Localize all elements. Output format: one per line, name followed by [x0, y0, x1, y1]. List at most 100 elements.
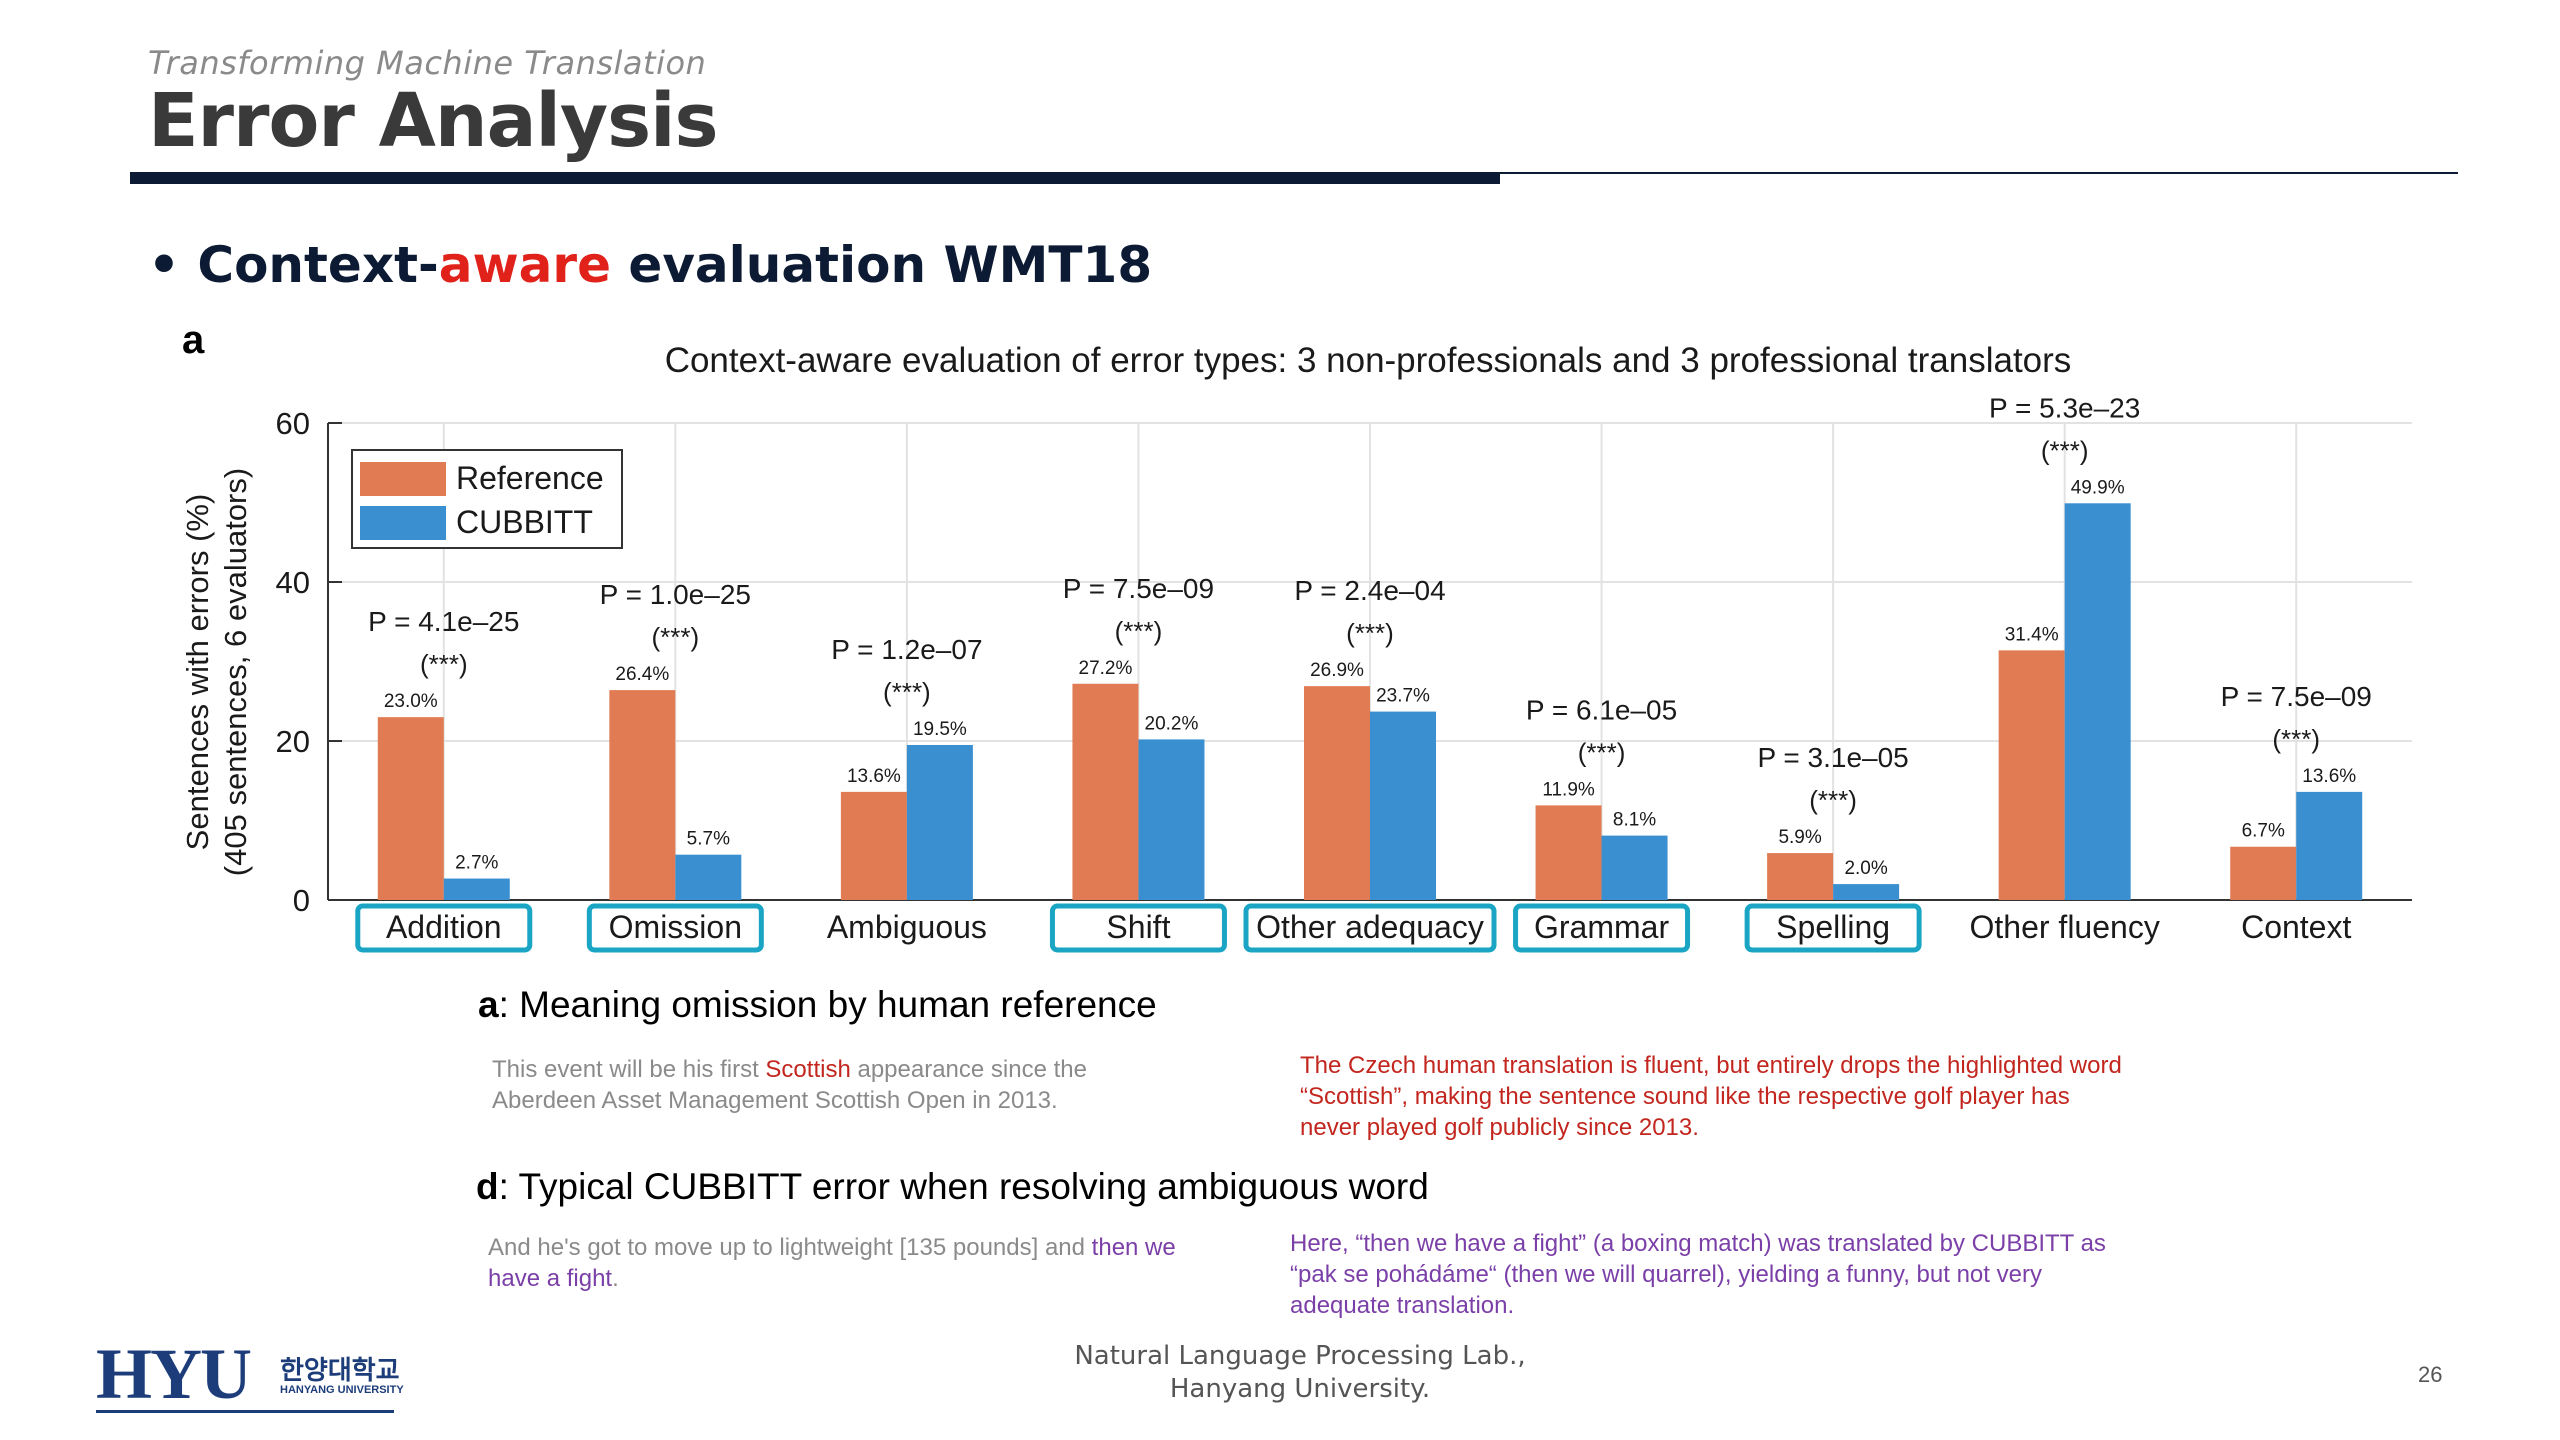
- bullet-heading: • Context-aware evaluation WMT18: [148, 236, 1152, 294]
- data-label-reference-spelling: 5.9%: [1778, 827, 1821, 848]
- data-label-cubbitt-other-fluency: 49.9%: [2071, 477, 2125, 498]
- data-label-cubbitt-spelling: 2.0%: [1844, 858, 1887, 879]
- bullet-text-highlight: aware: [438, 236, 611, 294]
- legend-swatch-cubbitt: [360, 506, 446, 540]
- data-label-reference-shift: 27.2%: [1079, 658, 1133, 679]
- data-label-cubbitt-shift: 20.2%: [1145, 713, 1199, 734]
- y-axis-label-line1: Sentences with errors (%): [180, 494, 215, 851]
- data-label-reference-context: 6.7%: [2242, 821, 2285, 842]
- bar-cubbitt-addition: [443, 878, 510, 900]
- caption-a-letter: a: [478, 984, 499, 1025]
- bar-reference-other-adequacy: [1304, 686, 1370, 900]
- bar-cubbitt-shift: [1138, 739, 1205, 900]
- chart-title: Context-aware evaluation of error types:…: [665, 341, 2072, 380]
- data-label-cubbitt-context: 13.6%: [2302, 766, 2356, 787]
- y-axis-ticks: 0 20 40 60: [276, 406, 342, 918]
- note-a: The Czech human translation is fluent, b…: [1300, 1052, 2122, 1141]
- example-a-post: appearance since the Aberdeen Asset Mana…: [492, 1056, 1087, 1114]
- data-label-cubbitt-omission: 5.7%: [687, 829, 730, 850]
- example-d-pre: And he's got to move up to lightweight […: [488, 1234, 1092, 1261]
- data-label-reference-addition: 23.0%: [384, 691, 438, 712]
- category-label-context: Context: [2241, 909, 2351, 945]
- significance-ambiguous: (***): [883, 677, 931, 707]
- bullet-marker: •: [148, 236, 180, 294]
- bar-reference-spelling: [1767, 853, 1834, 900]
- example-a-pre: This event will be his first: [492, 1056, 766, 1083]
- significance-grammar: (***): [1578, 737, 1626, 767]
- bar-cubbitt-other-fluency: [2064, 503, 2131, 900]
- y-tick-label-0: 0: [293, 883, 310, 918]
- example-d-highlight: then we have a fight: [488, 1234, 1176, 1292]
- university-logo-korean: 한양대학교: [280, 1355, 400, 1385]
- category-highlight-addition: [355, 903, 533, 953]
- y-tick-label-60: 60: [276, 406, 310, 441]
- data-label-reference-other-fluency: 31.4%: [2005, 624, 2059, 645]
- pvalue-context: P = 7.5e–09: [2221, 681, 2372, 712]
- significance-other-fluency: (***): [2041, 435, 2089, 465]
- significance-shift: (***): [1115, 616, 1163, 646]
- deck-subtitle: Transforming Machine Translation: [148, 44, 707, 82]
- pvalue-ambiguous: P = 1.2e–07: [831, 634, 982, 665]
- university-logo-mark: HYU: [96, 1334, 252, 1414]
- chart-bars: 23.0% 2.7% (***) P = 4.1e–25 26.4% 5.7% (***) P…: [368, 392, 2372, 900]
- caption-d-letter: d: [476, 1166, 499, 1207]
- significance-spelling: (***): [1809, 785, 1857, 815]
- category-highlight-omission: [586, 903, 764, 953]
- pvalue-spelling: P = 3.1e–05: [1757, 742, 1908, 773]
- category-label-omission: Omission: [609, 909, 742, 945]
- example-d-post: .: [612, 1265, 619, 1292]
- pvalue-grammar: P = 6.1e–05: [1526, 694, 1677, 725]
- y-tick-label-40: 40: [276, 565, 310, 600]
- data-label-reference-other-adequacy: 26.9%: [1310, 660, 1364, 681]
- category-label-shift: Shift: [1106, 909, 1170, 945]
- slide-title: Error Analysis: [148, 78, 719, 164]
- bullet-text-part1: Context-: [197, 236, 439, 294]
- note-d: Here, “then we have a fight” (a boxing m…: [1290, 1230, 2106, 1319]
- error-type-bar-chart: Context-aware evaluation of error types:…: [180, 341, 2412, 953]
- y-tick-label-20: 20: [276, 724, 310, 759]
- data-label-reference-omission: 26.4%: [615, 664, 669, 685]
- caption-d-text: : Typical CUBBITT error when resolving a…: [498, 1166, 1429, 1207]
- category-label-other-fluency: Other fluency: [1970, 909, 2160, 945]
- bar-reference-grammar: [1535, 805, 1602, 900]
- pvalue-shift: P = 7.5e–09: [1063, 573, 1214, 604]
- data-label-cubbitt-grammar: 8.1%: [1613, 810, 1656, 831]
- data-label-reference-grammar: 11.9%: [1542, 779, 1595, 800]
- bullet-text-part3: evaluation WMT18: [611, 236, 1153, 294]
- y-axis-label-line2: (405 sentences, 6 evaluators): [218, 468, 253, 876]
- example-d: And he's got to move up to lightweight […: [488, 1232, 1198, 1294]
- pvalue-other-fluency: P = 5.3e–23: [1989, 392, 2140, 423]
- pvalue-addition: P = 4.1e–25: [368, 606, 519, 637]
- category-highlight-other-adequacy: [1243, 903, 1497, 953]
- bar-reference-addition: [377, 717, 444, 900]
- data-label-reference-ambiguous: 13.6%: [847, 766, 901, 787]
- category-label-spelling: Spelling: [1776, 909, 1890, 945]
- data-label-cubbitt-other-adequacy: 23.7%: [1376, 686, 1430, 707]
- data-label-cubbitt-ambiguous: 19.5%: [913, 719, 967, 740]
- caption-a-text: : Meaning omission by human reference: [498, 984, 1157, 1025]
- bar-cubbitt-spelling: [1833, 884, 1900, 900]
- example-a-highlight: Scottish: [765, 1056, 851, 1083]
- legend-label-cubbitt: CUBBITT: [456, 504, 593, 540]
- title-rule-thin: [1500, 172, 2458, 174]
- data-label-cubbitt-addition: 2.7%: [455, 853, 498, 874]
- category-label-grammar: Grammar: [1534, 909, 1669, 945]
- chart-legend: Reference CUBBITT: [351, 449, 623, 549]
- title-rule-thick: [130, 172, 1500, 184]
- footer-line2: Hanyang University.: [1169, 1374, 1431, 1404]
- logo-underline: [96, 1410, 394, 1413]
- category-label-addition: Addition: [386, 909, 502, 945]
- x-axis-categories: Addition Omission Ambiguous Shift Other adeq…: [355, 903, 2351, 953]
- footer-lab-name: Natural Language Processing Lab., Hanyang…: [1000, 1340, 1600, 1406]
- caption-d: d: Typical CUBBITT error when resolving …: [476, 1166, 1429, 1208]
- bar-reference-ambiguous: [840, 791, 907, 900]
- bar-cubbitt-ambiguous: [906, 744, 973, 900]
- caption-a: a: Meaning omission by human reference: [478, 984, 1157, 1026]
- university-logo-english: HANYANG UNIVERSITY: [280, 1384, 404, 1396]
- bar-cubbitt-omission: [675, 854, 742, 900]
- legend-label-reference: Reference: [456, 460, 604, 496]
- significance-other-adequacy: (***): [1346, 618, 1394, 648]
- category-highlight-grammar: [1513, 903, 1691, 953]
- category-highlight-shift: [1049, 903, 1227, 953]
- bar-reference-shift: [1072, 683, 1139, 900]
